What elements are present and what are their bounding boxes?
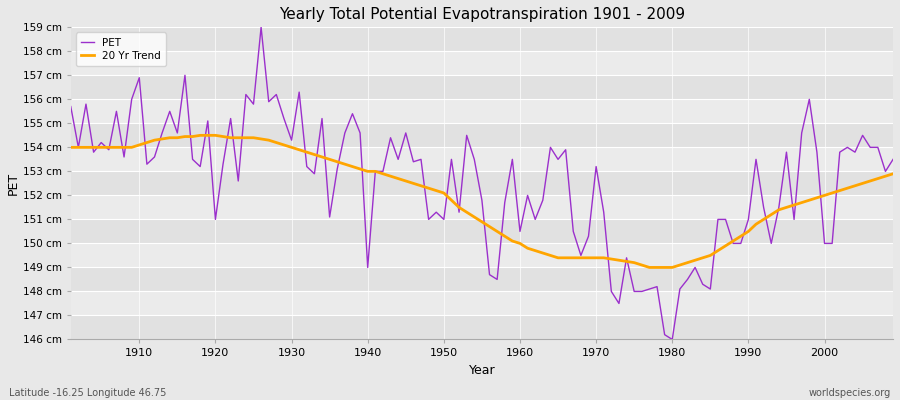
Bar	[71, 147, 893, 171]
Bar	[71, 123, 893, 147]
20 Yr Trend	[614, 258, 625, 263]
20 Yr Trend	[126, 145, 137, 150]
Text: Latitude -16.25 Longitude 46.75: Latitude -16.25 Longitude 46.75	[9, 388, 166, 398]
20 Yr Trend	[302, 150, 312, 154]
Bar	[71, 99, 893, 123]
PET	[302, 164, 312, 169]
20 Yr Trend	[522, 246, 533, 251]
PET	[256, 25, 266, 30]
Bar	[71, 244, 893, 268]
X-axis label: Year: Year	[469, 364, 495, 377]
Title: Yearly Total Potential Evapotranspiration 1901 - 2009: Yearly Total Potential Evapotranspiratio…	[279, 7, 685, 22]
20 Yr Trend	[66, 145, 77, 150]
Bar	[71, 219, 893, 244]
Bar	[71, 195, 893, 219]
Line: PET: PET	[71, 27, 893, 340]
20 Yr Trend	[194, 133, 205, 138]
PET	[614, 301, 625, 306]
Line: 20 Yr Trend: 20 Yr Trend	[71, 135, 893, 268]
PET	[667, 337, 678, 342]
PET	[887, 157, 898, 162]
20 Yr Trend	[644, 265, 655, 270]
PET	[522, 193, 533, 198]
PET	[66, 104, 77, 109]
Bar	[71, 75, 893, 99]
Bar	[71, 292, 893, 316]
20 Yr Trend	[515, 241, 526, 246]
Y-axis label: PET: PET	[7, 172, 20, 195]
PET	[515, 229, 526, 234]
PET	[347, 111, 358, 116]
Bar	[71, 27, 893, 51]
Bar	[71, 316, 893, 340]
Bar	[71, 268, 893, 292]
20 Yr Trend	[347, 164, 358, 169]
20 Yr Trend	[887, 171, 898, 176]
Bar	[71, 51, 893, 75]
Legend: PET, 20 Yr Trend: PET, 20 Yr Trend	[76, 32, 166, 66]
PET	[126, 97, 137, 102]
Text: worldspecies.org: worldspecies.org	[809, 388, 891, 398]
Bar	[71, 171, 893, 195]
